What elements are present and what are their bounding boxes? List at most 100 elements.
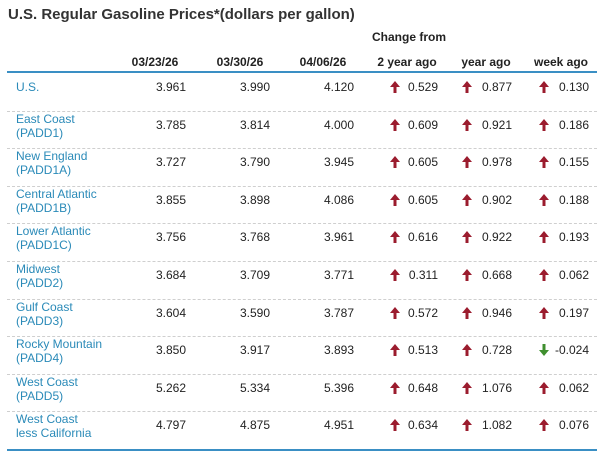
cell-value: 0.155 — [558, 155, 589, 170]
row-separator — [7, 148, 597, 150]
row-name-line: (PADD1B) — [16, 200, 72, 215]
row-name-line: Central Atlantic — [16, 186, 97, 201]
row-name: Gulf Coast (PADD3) — [16, 300, 73, 328]
arrow-up — [462, 193, 472, 206]
cell-value: 0.193 — [558, 230, 589, 245]
row-separator — [7, 298, 597, 300]
column-header: 03/23/26 — [131, 55, 179, 69]
cell-value: 3.945 — [323, 155, 354, 170]
row-name-line: East Coast — [16, 111, 75, 126]
cell-value: 3.684 — [155, 268, 186, 282]
row-name: Lower Atlantic (PADD1C) — [16, 224, 91, 252]
cell-value: 4.086 — [323, 192, 354, 207]
cell-value: 0.062 — [558, 268, 589, 282]
cell-value: 1.076 — [481, 380, 512, 395]
cell-value: 3.917 — [239, 343, 270, 358]
arrow-up — [390, 81, 400, 93]
cell-value: 3.961 — [155, 80, 186, 94]
column-header: year ago — [461, 55, 511, 69]
row-separator — [7, 223, 597, 225]
title: U.S. Regular Gasoline Prices*(dollars pe… — [8, 6, 355, 23]
cell-value: 5.396 — [323, 380, 354, 395]
cell-value: 0.062 — [558, 380, 589, 395]
arrow-up — [539, 193, 549, 206]
row-name-line: West Coast — [16, 412, 78, 427]
row-name: Central Atlantic (PADD1B) — [16, 187, 97, 215]
arrow-up — [462, 306, 472, 319]
cell-value: 0.728 — [481, 343, 512, 358]
cell-value: 0.605 — [407, 155, 438, 170]
arrow-up — [390, 118, 400, 131]
cell-value: 3.756 — [155, 230, 186, 245]
column-header: 04/06/26 — [299, 55, 347, 69]
cell-value: 0.921 — [481, 117, 512, 132]
row-name-line: less California — [16, 426, 92, 441]
cell-value: 5.334 — [239, 380, 270, 395]
row-name-line: New England — [16, 149, 88, 164]
arrow-up — [390, 156, 400, 169]
row-name-line: U.S. — [16, 80, 40, 94]
group-header: Change from — [372, 30, 447, 44]
arrow-up — [539, 269, 549, 281]
arrow-up — [539, 156, 549, 169]
cell-value: 0.197 — [558, 305, 589, 320]
cell-value: 3.785 — [155, 117, 186, 132]
cell-value: 4.797 — [155, 418, 186, 433]
cell-value: 0.186 — [558, 117, 589, 132]
row-name-line: Rocky Mountain — [16, 337, 103, 352]
row-name-line: (PADD4) — [16, 351, 64, 366]
row-name-line: West Coast — [16, 374, 78, 389]
row-name: Midwest (PADD2) — [16, 262, 63, 290]
cell-value: 4.875 — [239, 418, 270, 433]
arrow-up — [462, 231, 472, 244]
arrow-up — [390, 419, 400, 432]
row-name-line: (PADD3) — [16, 313, 64, 328]
cell-value: 3.709 — [239, 268, 270, 282]
arrow-up — [390, 269, 400, 281]
arrow-up — [390, 231, 400, 244]
row-name: West Coast less California — [16, 412, 91, 440]
cell-value: 0.130 — [558, 80, 589, 94]
arrow-up — [462, 269, 472, 281]
arrow-up — [539, 381, 549, 394]
cell-value: 0.311 — [408, 268, 438, 282]
column-header: week ago — [533, 55, 589, 69]
row-separator — [7, 110, 597, 112]
cell-value: 5.262 — [155, 380, 186, 395]
arrow-up — [539, 118, 549, 131]
row-name-line: (PADD2) — [16, 276, 64, 290]
cell-value: 3.814 — [239, 117, 270, 132]
cell-value: 3.768 — [239, 230, 270, 245]
cell-value: 3.990 — [239, 80, 270, 94]
row-name-line: Midwest — [16, 262, 61, 276]
cell-value: 3.604 — [155, 305, 186, 320]
cell-value: 3.787 — [323, 305, 354, 320]
cell-value: 0.648 — [407, 380, 438, 395]
arrow-down — [539, 344, 549, 357]
arrow-up — [462, 156, 472, 169]
cell-value: 0.605 — [407, 192, 438, 207]
row-separator — [7, 373, 597, 375]
cell-value: 3.961 — [323, 230, 354, 245]
cell-value: 0.616 — [407, 230, 438, 245]
arrow-up — [390, 344, 400, 357]
arrow-up — [462, 344, 472, 357]
arrow-up — [462, 118, 472, 131]
cell-value: 0.529 — [407, 80, 438, 94]
row-name-line: (PADD1C) — [16, 238, 72, 253]
row-name: West Coast (PADD5) — [16, 375, 78, 403]
arrow-up — [539, 231, 549, 244]
cell-value: 3.771 — [323, 268, 354, 282]
arrow-up — [539, 419, 549, 432]
arrow-up — [462, 81, 472, 93]
cell-value: 4.000 — [323, 117, 354, 132]
arrow-up — [462, 381, 472, 394]
row-name-line: (PADD5) — [16, 388, 64, 403]
row-separator — [7, 411, 597, 413]
row-separator — [7, 336, 597, 338]
row-name: East Coast (PADD1) — [16, 112, 75, 140]
cell-value: 4.951 — [323, 418, 354, 433]
arrow-up — [390, 381, 400, 394]
cell-value: 0.572 — [407, 305, 438, 320]
